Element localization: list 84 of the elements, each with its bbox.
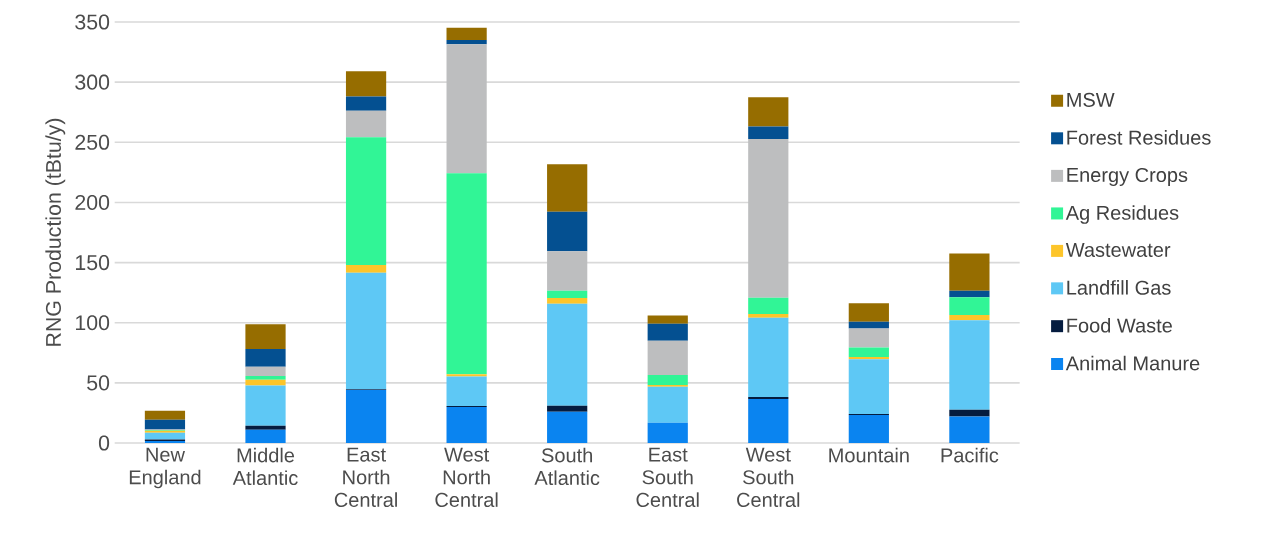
x-tick-label: Pacific <box>941 447 999 463</box>
y-tick-label: 350 <box>75 14 110 30</box>
legend-label: Wastewater <box>1065 243 1171 257</box>
bar <box>748 313 789 318</box>
bar <box>446 39 487 45</box>
bar <box>848 321 889 329</box>
x-tick-label: Middle Atlantic <box>232 447 298 486</box>
bar <box>748 97 789 127</box>
bar <box>949 253 990 291</box>
x-tick-label: West North Central <box>435 447 498 507</box>
legend-label: MSW <box>1067 92 1115 107</box>
bar <box>848 328 889 348</box>
bar <box>547 298 588 304</box>
bar <box>345 137 387 266</box>
bar <box>647 315 688 324</box>
bar <box>245 379 286 386</box>
bar <box>446 27 487 40</box>
bar <box>647 340 688 376</box>
bar <box>748 397 789 400</box>
bar <box>245 324 286 349</box>
bar <box>345 96 387 111</box>
bar <box>245 375 286 380</box>
bar <box>949 297 990 316</box>
x-tick-label: New England <box>129 447 201 489</box>
bar <box>245 385 286 426</box>
y-tick-label: 200 <box>75 194 110 210</box>
y-tick-label: 100 <box>76 315 110 331</box>
bar <box>446 173 487 375</box>
legend-label: Forest Residues <box>1067 130 1211 145</box>
bar <box>345 272 387 390</box>
bar <box>949 315 990 321</box>
y-tick-label: 150 <box>76 255 110 271</box>
x-tick-label: East North Central <box>334 447 397 507</box>
bar <box>748 297 789 314</box>
legend-label: Food Waste <box>1067 317 1172 333</box>
bar <box>647 375 688 386</box>
bar <box>848 303 889 322</box>
legend-label: Ag Residues <box>1065 205 1179 224</box>
y-tick-label: 50 <box>87 375 110 391</box>
y-tick-label: 0 <box>98 435 110 451</box>
bar <box>144 419 186 430</box>
x-tick-label: Mountain <box>829 447 909 463</box>
bar <box>949 409 990 417</box>
bar <box>748 139 789 298</box>
legend-label: Animal Manure <box>1065 355 1200 371</box>
x-tick-label: West South Central <box>737 447 800 507</box>
bar <box>949 416 990 443</box>
bar <box>547 303 588 406</box>
y-axis-title: RNG Production (tBtu/y) <box>45 118 66 346</box>
legend-label: Landfill Gas <box>1067 280 1171 295</box>
bar <box>848 415 889 443</box>
legend-label: Energy Crops <box>1067 167 1188 186</box>
bar <box>848 359 889 415</box>
bar <box>245 348 286 367</box>
bar <box>949 290 990 298</box>
bar <box>547 164 588 212</box>
bar <box>647 323 688 341</box>
bar <box>647 386 688 423</box>
bar <box>748 126 789 140</box>
bar <box>547 211 588 252</box>
bar <box>345 110 387 138</box>
bar <box>245 429 286 443</box>
bar <box>748 399 789 443</box>
bar <box>949 320 990 410</box>
bar <box>446 376 487 407</box>
bar <box>848 347 889 357</box>
bar <box>345 389 387 443</box>
bar <box>446 44 487 174</box>
bar <box>245 366 286 376</box>
bar <box>547 411 588 443</box>
x-tick-label: South Atlantic <box>534 447 600 486</box>
y-tick-label: 250 <box>75 134 110 150</box>
bar <box>547 251 588 291</box>
bar <box>345 265 387 273</box>
bar <box>144 410 186 420</box>
bar <box>446 407 487 443</box>
bar <box>647 422 688 443</box>
bar <box>245 425 286 430</box>
bar <box>748 317 789 398</box>
x-tick-label: East South Central <box>636 447 699 507</box>
bar <box>547 290 588 299</box>
bar <box>547 405 588 412</box>
y-tick-label: 300 <box>75 74 110 90</box>
bar <box>345 71 387 97</box>
